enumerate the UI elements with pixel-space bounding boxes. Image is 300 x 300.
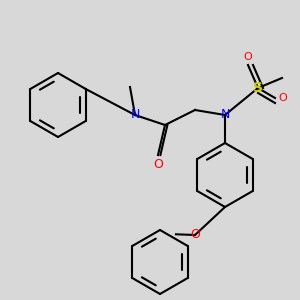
Text: O: O	[244, 52, 252, 62]
Text: N: N	[220, 109, 230, 122]
Text: O: O	[279, 93, 287, 103]
Text: O: O	[190, 229, 200, 242]
Text: N: N	[130, 109, 140, 122]
Text: O: O	[153, 158, 163, 172]
Text: S: S	[253, 81, 263, 95]
